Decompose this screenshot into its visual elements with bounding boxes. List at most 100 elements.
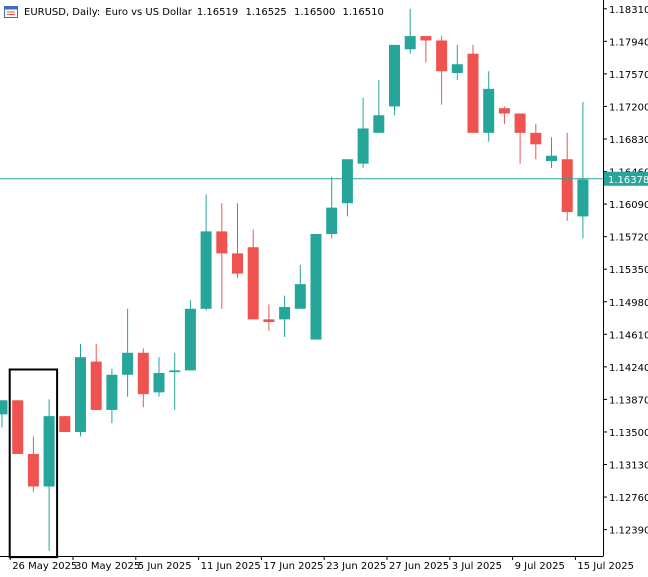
candle [404,8,416,54]
candle [247,229,259,320]
candle [498,106,510,125]
candle [451,44,463,81]
candle [122,308,134,397]
candle-body [200,231,212,309]
candle-body [0,400,8,415]
candle [75,343,86,437]
candle [200,194,212,311]
candle [27,436,39,492]
candle-body [326,207,338,235]
time-tick-label: 5 Jun 2025 [138,561,192,572]
candle-body [530,132,542,145]
candle-body [420,36,432,41]
ohlc-values: 1.16519 1.16525 1.16500 1.16510 [197,7,388,18]
candle [153,357,165,397]
candle [326,176,338,239]
candle [530,124,542,160]
current-price-tag [604,171,648,186]
candles-layer [0,8,589,551]
candle [467,44,479,133]
time-tick-label: 11 Jun 2025 [201,561,261,572]
candle [90,343,102,410]
candle [294,264,306,309]
price-tick-label: 1.12390 [609,526,648,537]
candle-body [216,231,228,254]
candle [310,234,322,340]
candle-body [153,373,165,393]
candle [263,304,275,331]
candle-body [373,115,385,133]
candle [59,416,71,432]
price-tick-label: 1.15350 [609,265,648,276]
candle-body [279,307,291,320]
candle [169,352,181,410]
chart-title-bar: EURUSD, Daily: Euro vs US Dollar 1.16519… [4,4,388,20]
candle [137,348,149,408]
candle-body [467,53,479,133]
highlight-box [8,368,59,559]
candle-body [75,357,86,432]
price-tick-label: 1.14240 [609,363,648,374]
candle [373,80,385,133]
candle-body [27,453,39,487]
candle-body [310,234,322,340]
price-axis[interactable]: 1.183101.179401.175701.172001.168301.164… [603,0,648,556]
candle-body [59,416,71,432]
price-tick-label: 1.16090 [609,200,648,211]
price-tick-label: 1.15720 [609,233,648,244]
time-tick-label: 27 Jun 2025 [389,561,449,572]
price-tick-label: 1.16830 [609,135,648,146]
candle-body [232,253,243,274]
candle [12,400,24,454]
time-tick-label: 26 May 2025 [12,561,77,572]
candle [436,36,448,105]
candle-body [184,308,196,371]
candle [483,71,495,142]
candle [341,159,353,217]
candle-body [561,159,573,213]
candle [279,295,291,337]
candle [546,137,557,169]
time-tick-label: 23 Jun 2025 [326,561,386,572]
price-tick-label: 1.14610 [609,330,648,341]
low-value: 1.16500 [293,6,336,18]
candle [43,399,55,551]
candle [0,400,8,428]
time-tick-label: 30 May 2025 [75,561,140,572]
candle-body [514,113,526,133]
price-tick-label: 1.17940 [609,37,648,48]
candle-body [483,88,495,133]
high-value: 1.16525 [245,6,287,18]
candle-body [247,247,259,320]
candle-body [106,374,118,410]
candle [357,97,369,169]
candle-body [169,370,181,373]
candle-body [122,352,134,375]
price-tick-label: 1.12760 [609,493,648,504]
close-value: 1.16510 [342,6,384,18]
candle-body [577,179,589,217]
time-tick-label: 17 Jun 2025 [263,561,323,572]
candle [106,368,118,424]
candle-body [498,108,510,114]
price-tick-label: 1.17200 [609,102,648,113]
price-tick-label: 1.14980 [609,298,648,309]
price-tick-label: 1.17570 [609,70,648,81]
candle-body [389,44,400,107]
candle-body [294,284,306,309]
candle-body [137,352,149,395]
candle-body [90,361,102,410]
symbol-description: Euro vs US Dollar [105,6,192,18]
candle-body [451,64,463,74]
candle-body [546,155,557,161]
candle [232,203,243,278]
candle [514,113,526,164]
time-tick-label: 9 Jul 2025 [515,561,565,572]
symbol-label: EURUSD, Daily: [24,6,101,18]
candle [561,132,573,221]
candle [577,102,589,239]
candle-body [341,159,353,204]
